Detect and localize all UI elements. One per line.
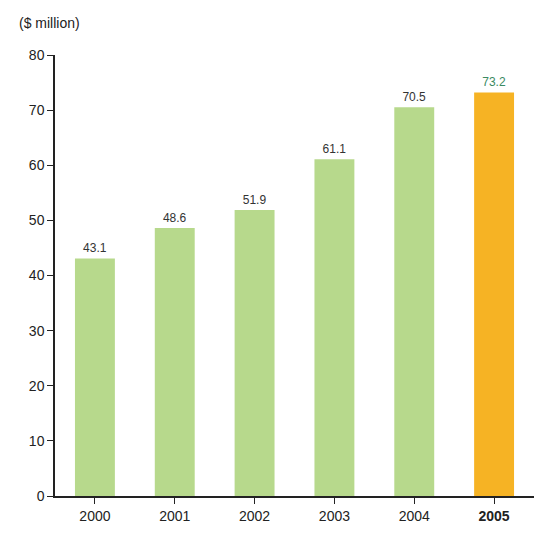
svg-text:40: 40 [29,267,45,283]
svg-text:2001: 2001 [159,508,190,524]
svg-text:0: 0 [37,488,45,504]
svg-text:2005: 2005 [479,508,510,524]
svg-text:2004: 2004 [399,508,430,524]
svg-text:43.1: 43.1 [83,241,107,255]
svg-text:50: 50 [29,212,45,228]
svg-text:70: 70 [29,102,45,118]
svg-text:70.5: 70.5 [402,90,426,104]
svg-text:($ million): ($ million) [19,15,80,31]
svg-text:60: 60 [29,157,45,173]
svg-text:48.6: 48.6 [163,211,187,225]
svg-text:51.9: 51.9 [243,193,267,207]
svg-text:30: 30 [29,323,45,339]
svg-text:10: 10 [29,433,45,449]
svg-text:2002: 2002 [239,508,270,524]
svg-text:61.1: 61.1 [323,142,347,156]
svg-text:20: 20 [29,378,45,394]
svg-text:73.2: 73.2 [482,75,506,89]
svg-text:2000: 2000 [79,508,110,524]
svg-text:80: 80 [29,47,45,63]
svg-text:2003: 2003 [319,508,350,524]
